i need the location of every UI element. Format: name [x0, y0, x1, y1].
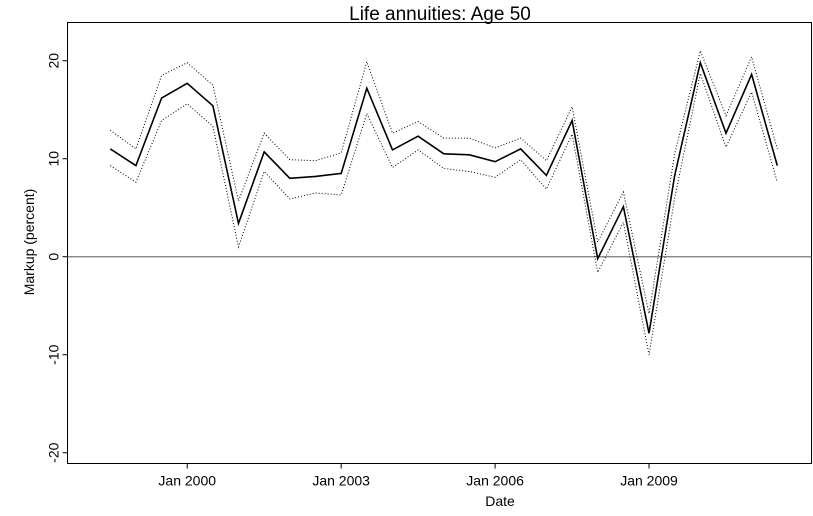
x-tick-label: Jan 2006	[466, 473, 524, 489]
series-line	[110, 49, 778, 314]
y-axis-label: Markup (percent)	[21, 189, 37, 296]
x-tick-label: Jan 2000	[158, 473, 216, 489]
y-tick-label: -10	[46, 344, 62, 364]
chart-title: Life annuities: Age 50	[349, 4, 531, 25]
y-tick-label: -20	[46, 442, 62, 462]
series-line	[109, 59, 779, 334]
x-tick-label: Jan 2003	[312, 473, 370, 489]
plot-frame	[67, 22, 812, 464]
x-tick-label: Jan 2009	[620, 473, 678, 489]
y-tick-label: 0	[46, 253, 62, 261]
x-axis-label: Date	[485, 493, 515, 509]
y-tick-label: 20	[46, 53, 62, 69]
y-tick-label: 10	[46, 151, 62, 167]
